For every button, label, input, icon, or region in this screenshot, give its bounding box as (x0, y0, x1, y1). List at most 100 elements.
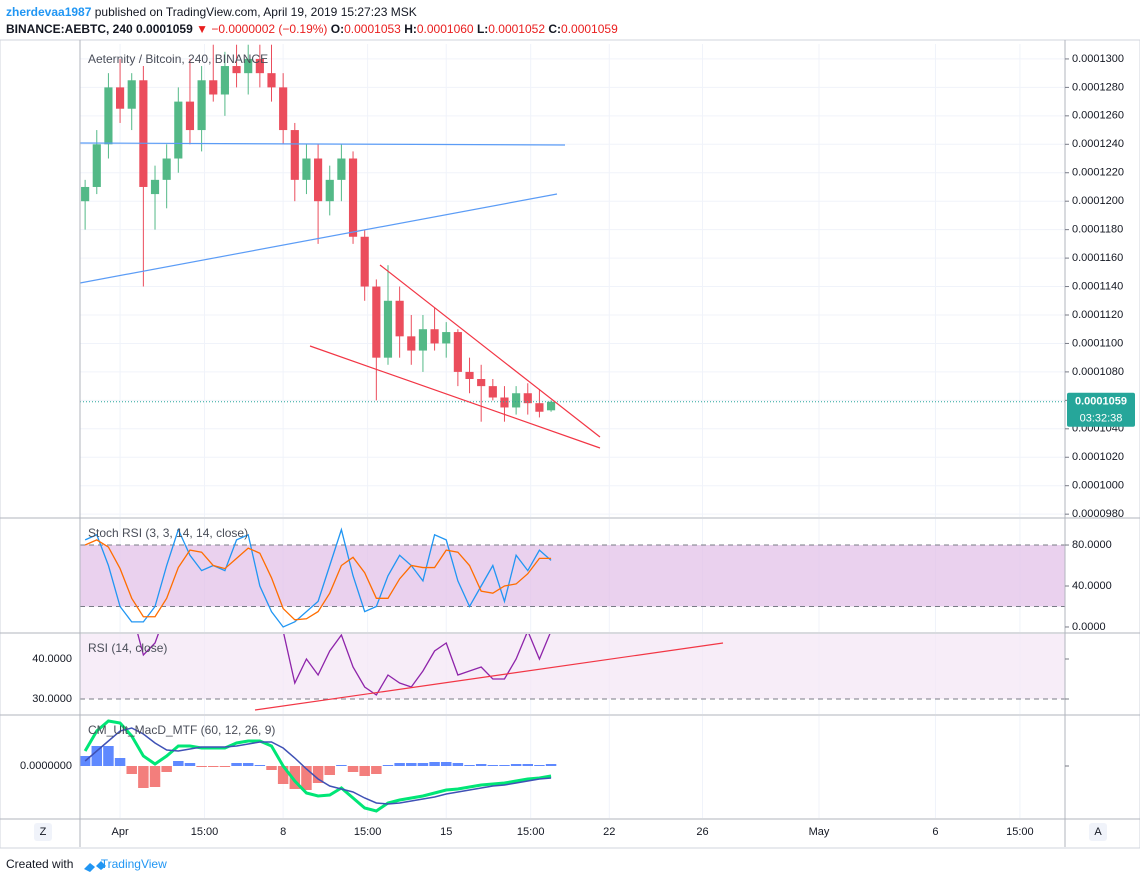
candle-body (477, 379, 486, 387)
histogram-bar (475, 764, 487, 766)
candle-body (127, 80, 136, 109)
y-tick-label: 0.0001000 (1072, 480, 1124, 492)
candle-body (150, 179, 160, 195)
series-line (137, 634, 551, 696)
candle-body (360, 236, 369, 287)
candle-body (535, 403, 544, 412)
y-tick-label: 0.0000 (1072, 621, 1106, 633)
histogram-bar (499, 765, 510, 766)
candle-body (185, 101, 195, 131)
series-line (84, 727, 552, 805)
histogram-bar (103, 746, 114, 766)
y-tick-label: 0.0001160 (1072, 252, 1123, 264)
author[interactable]: zherdevaa1987 (6, 5, 92, 19)
histogram-bar (359, 766, 370, 776)
candle-body (488, 386, 497, 398)
candle-body (325, 179, 334, 202)
auto-button[interactable]: A (1089, 823, 1107, 841)
candle-body (348, 158, 358, 237)
band (80, 634, 1065, 699)
candle-body (512, 393, 521, 408)
histogram-bar (406, 763, 417, 766)
candle-body (232, 66, 241, 74)
trend-line[interactable] (254, 642, 724, 711)
brand[interactable]: TradingView (100, 857, 167, 871)
histogram-bar (301, 766, 312, 790)
trend-line[interactable] (309, 345, 601, 449)
y-tick-label: 0.0000000 (20, 760, 72, 772)
button-label[interactable]: A (1094, 826, 1102, 838)
pane-borders (0, 40, 1140, 847)
candle-body (162, 158, 171, 180)
ohlc-label: C: (548, 22, 562, 36)
legend: RSI (14, close) (88, 641, 167, 655)
candle-body (279, 87, 288, 131)
button-label[interactable]: Z (40, 826, 47, 838)
ohlc-value: 0.0001053 (344, 22, 401, 36)
candle-body (290, 130, 299, 180)
change: ▼ −0.0000002 (−0.19%) (196, 22, 328, 36)
created: Created with (6, 857, 74, 871)
last-price-label: 0.0001059 (1075, 396, 1127, 408)
candle-body (453, 332, 462, 372)
candle-body (442, 332, 451, 344)
ohlc-value: 0.0001059 (561, 22, 618, 36)
header: zherdevaa1987 published on TradingView.c… (6, 4, 618, 38)
histogram-bar (161, 766, 172, 772)
series-line (83, 719, 552, 813)
y-tick-label: 0.0001300 (1072, 53, 1124, 65)
candle-body (418, 329, 428, 351)
rsi-pane (80, 634, 1065, 714)
candle-body (209, 80, 218, 95)
y-tick-label: 0.0001200 (1072, 195, 1124, 207)
y-tick-label: 0.0001080 (1072, 366, 1124, 378)
price: 0.0001059 (136, 22, 193, 36)
y-tick-label: 0.0001260 (1072, 110, 1124, 122)
x-tick-label: 15:00 (191, 826, 219, 838)
histogram-bar (417, 763, 429, 766)
histogram-bar (440, 762, 452, 766)
candle-body (197, 80, 206, 131)
ohlc-label: L: (476, 22, 489, 36)
frame (0, 39, 1140, 849)
histogram-bar (242, 763, 254, 766)
candle-body (314, 158, 323, 202)
trend-line[interactable] (379, 264, 601, 438)
ohlc-value: 0.0001052 (488, 22, 545, 36)
histogram-bar (394, 763, 405, 766)
legend: Aeternity / Bitcoin, 240, BINANCE (88, 52, 268, 66)
candle-body (383, 300, 393, 358)
trend-line[interactable] (79, 142, 566, 146)
candle-body (81, 186, 90, 202)
candle-body (546, 401, 556, 411)
histogram-bar (138, 766, 149, 788)
y-tick-label: 30.0000 (32, 693, 72, 705)
stoch-pane (80, 519, 1065, 632)
candle-body (267, 73, 276, 88)
histogram-bar (382, 765, 394, 766)
histogram-bar (371, 766, 382, 774)
candle-body (174, 101, 183, 159)
candle-body (430, 329, 439, 344)
macd-pane (80, 716, 1021, 818)
y-tick-label: 0.0000980 (1072, 508, 1124, 520)
ohlc-value: 0.0001060 (416, 22, 474, 36)
trend-line[interactable] (79, 193, 558, 284)
candle-body (372, 286, 381, 358)
histogram-bar (347, 766, 359, 772)
candle-body (104, 87, 113, 145)
published: published on TradingView.com, April 19, … (94, 5, 417, 19)
price-pane (80, 44, 1065, 517)
zoom-button[interactable]: Z (34, 823, 52, 841)
histogram-bar (522, 764, 534, 766)
x-tick-label: 15:00 (517, 826, 545, 838)
histogram-bar (219, 766, 231, 767)
candle-body (337, 158, 346, 180)
candle-body (139, 80, 148, 187)
candle-body (302, 158, 311, 180)
y-tick-label: 0.0001220 (1072, 167, 1124, 179)
y-tick-label: 0.0001180 (1072, 224, 1123, 236)
histogram-bar (231, 763, 242, 766)
series-line (84, 527, 552, 628)
